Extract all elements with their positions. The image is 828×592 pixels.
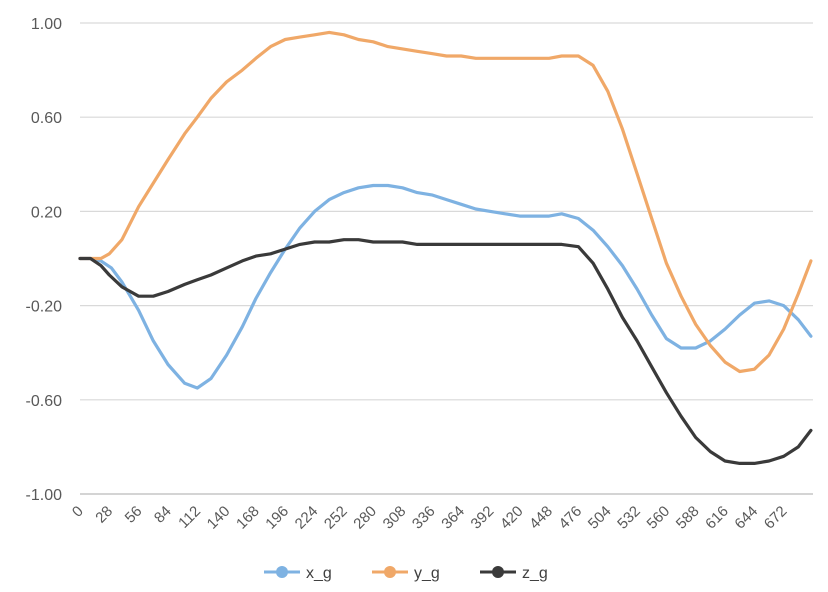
x-tick-label: 308 (380, 503, 410, 533)
x-tick-label: 588 (673, 503, 703, 533)
y-axis-tick-labels: 1.00 0.60 0.20 -0.20 -0.60 -1.00 (26, 16, 63, 504)
legend-item-y-g: y_g (372, 565, 440, 582)
y-tick-label: 0.60 (31, 110, 62, 127)
x-tick-label: 56 (122, 503, 146, 527)
gridlines (80, 22, 813, 495)
x-tick-label: 532 (614, 503, 644, 533)
data-series (78, 30, 813, 465)
series-line-x-g (78, 183, 813, 390)
x-tick-label: 504 (585, 503, 615, 533)
legend-marker (492, 566, 504, 578)
x-tick-label: 644 (731, 503, 761, 533)
x-tick-label: 280 (350, 503, 380, 533)
x-tick-label: 364 (438, 503, 468, 533)
legend-marker (276, 566, 288, 578)
series-line-y-g (78, 30, 813, 374)
y-tick-label: 0.20 (31, 204, 62, 221)
y-tick-label: 1.00 (31, 16, 62, 33)
y-tick-label: -1.00 (26, 487, 63, 504)
x-tick-label: 168 (233, 503, 263, 533)
x-tick-label: 560 (644, 503, 674, 533)
legend-label: x_g (306, 565, 332, 582)
x-tick-label: 28 (92, 503, 116, 527)
legend-label: z_g (522, 565, 548, 582)
x-tick-label: 420 (497, 503, 527, 533)
series-line-z-g (78, 238, 813, 465)
x-tick-label: 336 (409, 503, 439, 533)
x-tick-label: 616 (702, 503, 732, 533)
x-tick-label: 196 (262, 503, 292, 533)
y-tick-label: -0.60 (26, 393, 63, 410)
x-axis-tick-labels: 0 28 56 84 112 140 168 196 224 252 280 308 336 364 392… (69, 503, 791, 533)
x-tick-label: 252 (321, 503, 351, 533)
x-tick-label: 392 (468, 503, 498, 533)
x-tick-label: 672 (761, 503, 791, 533)
x-tick-label: 84 (151, 503, 175, 527)
x-tick-label: 0 (69, 503, 87, 521)
legend-label: y_g (414, 565, 440, 582)
x-tick-label: 448 (526, 503, 556, 533)
legend: x_g y_g z_g (264, 565, 548, 582)
x-tick-label: 224 (292, 503, 322, 533)
legend-marker (384, 566, 396, 578)
y-tick-label: -0.20 (26, 299, 63, 316)
legend-item-x-g: x_g (264, 565, 332, 582)
x-tick-label: 112 (175, 503, 204, 532)
x-tick-label: 140 (204, 503, 234, 533)
legend-item-z-g: z_g (480, 565, 548, 582)
x-tick-label: 476 (556, 503, 586, 533)
